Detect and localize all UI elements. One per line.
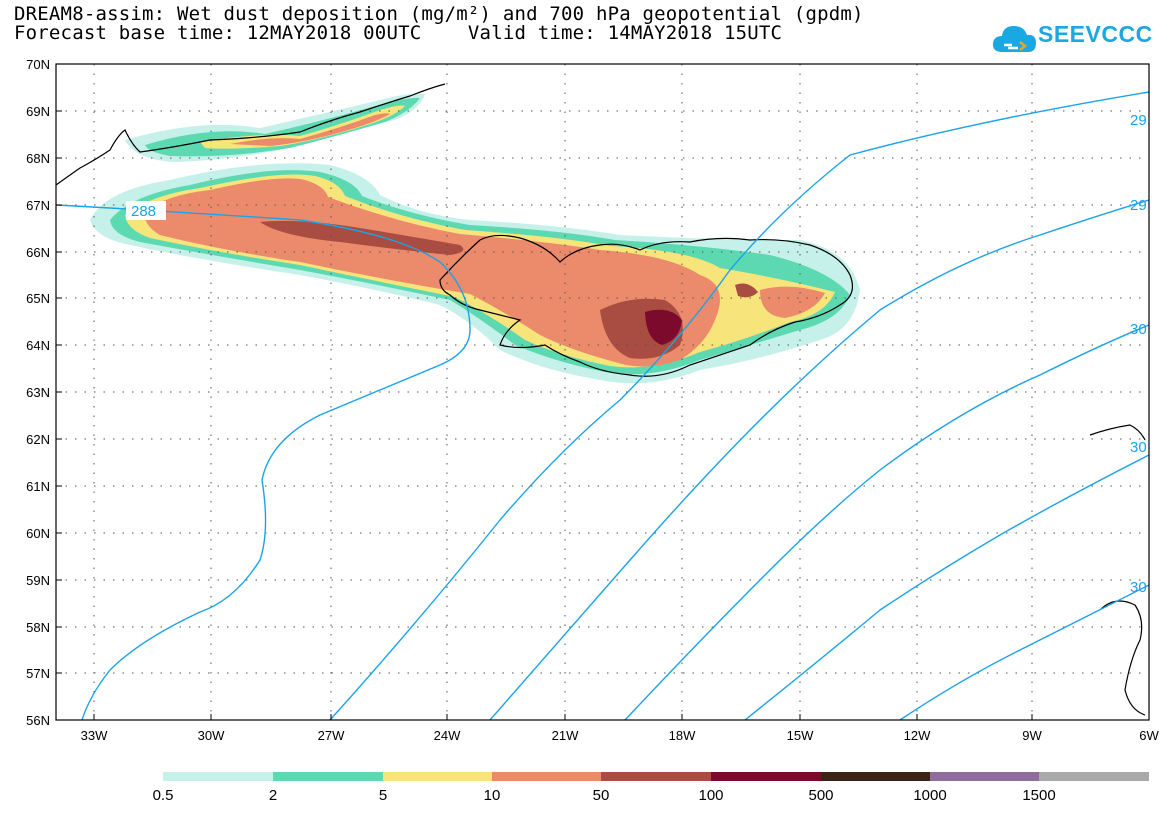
dust-band-10	[230, 113, 390, 146]
legend-label: 50	[593, 787, 610, 804]
contour-288	[56, 204, 471, 720]
contour-30b	[744, 454, 1149, 720]
legend-swatch	[711, 772, 821, 781]
lat-label: 63N	[26, 385, 50, 400]
coastlines	[56, 83, 1146, 716]
map-title: DREAM8-assim: Wet dust deposition (mg/m²…	[14, 3, 864, 25]
dust-band-50	[260, 220, 464, 255]
contour-30c	[899, 584, 1149, 720]
lat-label: 64N	[26, 338, 50, 353]
logo-text: SEEVCCC	[1038, 21, 1153, 47]
lon-label: 12W	[904, 728, 931, 743]
lat-label: 70N	[26, 57, 50, 72]
legend-label: 1000	[913, 787, 946, 804]
lat-label: 65N	[26, 291, 50, 306]
lat-label: 59N	[26, 573, 50, 588]
plot-frame	[55, 63, 1150, 721]
dust-band-10	[760, 286, 825, 318]
cloud-icon	[992, 26, 1036, 52]
ticks	[56, 63, 1033, 720]
iceland-coast	[439, 234, 853, 377]
lat-label: 58N	[26, 620, 50, 635]
dust-band-50	[735, 283, 758, 298]
scotland-coast	[1099, 600, 1146, 716]
contour-label: 30	[1130, 321, 1147, 338]
lat-label: 60N	[26, 526, 50, 541]
faroe-coast	[1089, 424, 1146, 441]
legend-label: 0.5	[153, 787, 174, 804]
contour-30a	[624, 324, 1149, 720]
legend-swatch	[930, 772, 1039, 781]
lat-label: 69N	[26, 104, 50, 119]
legend-label: 100	[698, 787, 723, 804]
legend-swatch	[1039, 772, 1149, 781]
lon-label: 15W	[787, 728, 814, 743]
dust-fields	[90, 93, 860, 384]
lon-label: 33W	[81, 728, 108, 743]
legend-swatch	[601, 772, 711, 781]
greenland-coast	[56, 83, 446, 186]
lon-label: 9W	[1022, 728, 1042, 743]
lat-label: 61N	[26, 479, 50, 494]
gridlines	[56, 64, 1149, 720]
map-time-info: Forecast base time: 12MAY2018 00UTC Vali…	[14, 22, 783, 44]
contour-29b	[489, 199, 1149, 720]
legend-swatch	[492, 772, 601, 781]
legend-label: 10	[484, 787, 501, 804]
contour-29a	[329, 91, 1149, 720]
lat-label: 66N	[26, 245, 50, 260]
legend-swatch	[383, 772, 492, 781]
contour-label: 30	[1130, 439, 1147, 456]
lat-label: 57N	[26, 666, 50, 681]
dust-band-100	[645, 309, 682, 345]
legend-swatch	[163, 772, 273, 781]
lon-label: 21W	[552, 728, 579, 743]
legend-label: 1500	[1022, 787, 1055, 804]
legend-label: 2	[269, 787, 277, 804]
legend-label: 5	[379, 787, 387, 804]
contour-label: 30	[1130, 579, 1147, 596]
geopotential-contours	[56, 91, 1149, 720]
lat-label: 62N	[26, 432, 50, 447]
legend-label: 500	[808, 787, 833, 804]
legend-swatch	[273, 772, 383, 781]
lat-label: 67N	[26, 198, 50, 213]
contour-label: 29	[1130, 112, 1147, 129]
lat-label: 56N	[26, 713, 50, 728]
color-legend: 0.5 2 5 10 50 100 500 1000 1500	[153, 772, 1149, 804]
lat-label: 68N	[26, 151, 50, 166]
lon-label: 24W	[434, 728, 461, 743]
lon-label: 18W	[669, 728, 696, 743]
lon-label: 6W	[1139, 728, 1159, 743]
contour-label: 29	[1130, 197, 1147, 214]
lon-label: 30W	[198, 728, 225, 743]
legend-swatch	[821, 772, 930, 781]
lon-label: 27W	[318, 728, 345, 743]
contour-label: 288	[131, 203, 156, 220]
